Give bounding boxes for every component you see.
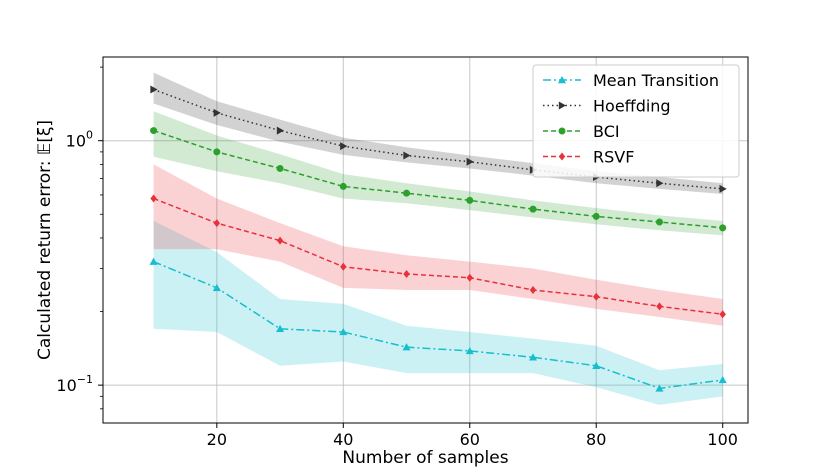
- x-tick-label: 80: [586, 430, 606, 449]
- rsvf-point: [466, 273, 473, 282]
- rsvf-line: [153, 197, 723, 315]
- mean-transition-point: [149, 257, 158, 265]
- mean-transition-point: [276, 324, 285, 333]
- rsvf-point: [340, 262, 347, 271]
- mean-transition-point: [212, 283, 221, 292]
- mean-transition-point: [339, 327, 348, 336]
- hoeffding-point: [719, 184, 727, 193]
- mean-transition-point: [529, 353, 537, 361]
- mean-transition-point: [592, 361, 601, 369]
- bci-point: [466, 196, 474, 204]
- mean-transition-line: [153, 260, 723, 390]
- x-tick-label: 60: [460, 430, 480, 449]
- rsvf-point: [276, 236, 284, 245]
- hoeffding-point: [340, 142, 348, 151]
- hoeffding-line: [153, 88, 723, 190]
- legend: Mean Transition Hoeffding BCI RSVF: [532, 64, 740, 178]
- bci-point: [592, 212, 600, 220]
- bci-line: [153, 129, 723, 229]
- hoeffding-point: [466, 157, 474, 166]
- rsvf-point: [529, 286, 537, 295]
- bci-point: [655, 218, 663, 226]
- mean-transition-point: [718, 375, 727, 384]
- bci-point: [150, 127, 158, 135]
- x-tick-label: 40: [333, 430, 353, 449]
- hoeffding-band: [153, 72, 723, 195]
- legend-label-rsvf: RSVF: [593, 148, 634, 167]
- legend-marker-bci: [558, 127, 566, 135]
- legend-marker-hoeffding: [558, 101, 566, 110]
- rsvf-point: [719, 310, 726, 319]
- rsvf-point: [403, 269, 410, 278]
- y-tick-base: 10: [56, 376, 76, 395]
- rsvf-point: [150, 194, 157, 203]
- y-tick-label: 10−1: [56, 373, 93, 395]
- legend-label-hoeffding: Hoeffding: [593, 97, 671, 116]
- rsvf-point: [593, 292, 600, 301]
- legend-marker-mean-transition: [558, 76, 566, 84]
- y-tick-base: 10: [66, 132, 86, 151]
- bci-point: [719, 224, 727, 232]
- rsvf-point: [656, 302, 663, 311]
- legend-label-mean-transition: Mean Transition: [593, 71, 719, 90]
- legend-box: [532, 64, 740, 178]
- legend-marker-rsvf: [558, 152, 566, 161]
- bci-point: [213, 148, 221, 156]
- series-lines: [153, 88, 723, 390]
- y-tick-exponent: −1: [77, 373, 93, 386]
- legend-item-hoeffding: Hoeffding: [543, 97, 671, 116]
- mean-transition-point: [402, 343, 411, 351]
- hoeffding-point: [656, 179, 664, 188]
- hoeffding-point: [150, 85, 158, 94]
- rsvf-band: [153, 164, 723, 326]
- bci-point: [339, 182, 347, 190]
- mean-transition-point: [655, 384, 664, 392]
- bci-point: [529, 205, 537, 213]
- legend-item-mean-transition: Mean Transition: [543, 71, 719, 90]
- rsvf-point: [213, 219, 221, 228]
- y-tick-label: 100: [66, 129, 93, 151]
- bci-point: [276, 164, 284, 172]
- legend-item-bci: BCI: [543, 122, 620, 141]
- hoeffding-point: [276, 126, 285, 135]
- legend-label-bci: BCI: [593, 122, 620, 141]
- x-axis-label: Number of samples: [342, 448, 508, 468]
- x-tick-label: 20: [207, 430, 227, 449]
- series-markers: [149, 85, 727, 392]
- plot-frame: [102, 56, 749, 424]
- bci-point: [403, 189, 411, 197]
- hoeffding-point: [213, 108, 221, 117]
- hoeffding-point: [403, 151, 411, 160]
- x-tick-label: 100: [707, 430, 738, 449]
- mean-transition-band: [153, 220, 723, 405]
- y-axis-label: Calculated return error: 𝔼[ξ]: [35, 120, 55, 360]
- legend-item-rsvf: RSVF: [543, 148, 634, 167]
- y-tick-exponent: 0: [86, 129, 93, 142]
- mean-transition-point: [465, 346, 474, 355]
